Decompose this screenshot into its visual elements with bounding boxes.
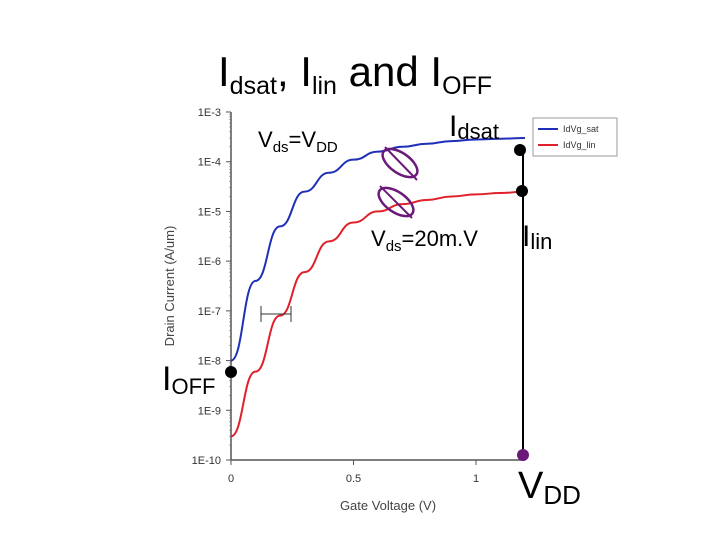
ellipse-lin-marker xyxy=(377,186,415,218)
idsat-label: Idsat xyxy=(449,110,499,144)
x-tick-label: 0.5 xyxy=(346,473,361,485)
ioff-label: IOFF xyxy=(162,360,215,399)
drain-current-chart: 1E-3 1E-4 1E-5 1E-6 1E-7 1E-8 1E-9 1E-10 0 0.5 1 Ga… xyxy=(162,107,618,513)
title-part: , I xyxy=(277,48,312,95)
ilin-label: Ilin xyxy=(522,220,552,254)
y-tick-label: 1E-10 xyxy=(192,455,221,467)
series-line-IdVg_lin xyxy=(230,190,526,438)
y-tick-label: 1E-8 xyxy=(198,356,221,368)
vds-vdd-label: Vds=VDD xyxy=(258,127,338,156)
legend-box xyxy=(532,117,618,157)
slide-title: Idsat, Ilin and IOFF xyxy=(218,48,492,100)
ellipse-sat-stroke xyxy=(384,146,418,181)
title-part: and I xyxy=(337,48,442,95)
ellipse-lin-stroke xyxy=(379,185,413,219)
x-axis-label: Gate Voltage (V) xyxy=(340,498,436,513)
vdd-label: VDD xyxy=(518,465,581,510)
y-tick-label: 1E-4 xyxy=(198,157,221,169)
idsat-dot xyxy=(514,144,526,156)
series-line-IdVg_sat xyxy=(230,136,526,362)
ioff-dot xyxy=(225,366,237,378)
y-tick-label: 1E-3 xyxy=(198,107,221,119)
legend-entry: IdVg_sat xyxy=(563,124,599,134)
y-tick-label: 1E-6 xyxy=(198,256,221,268)
title-part-sub: OFF xyxy=(442,72,492,100)
y-axis-label: Drain Current (A/um) xyxy=(162,226,177,347)
title-part-sub: dsat xyxy=(230,72,277,100)
vdd-dot xyxy=(517,449,529,461)
legend-entry: IdVg_lin xyxy=(563,140,596,150)
y-tick-label: 1E-7 xyxy=(198,306,221,318)
y-tick-label: 1E-5 xyxy=(198,206,221,218)
title-part: I xyxy=(218,48,230,95)
title-part-sub: lin xyxy=(312,72,337,100)
vds-20mv-label: Vds=20m.V xyxy=(371,226,478,255)
x-tick-label: 0 xyxy=(228,473,234,485)
ellipse-sat-marker xyxy=(381,147,419,179)
y-tick-label: 1E-9 xyxy=(198,405,221,417)
annotation-markers xyxy=(225,144,529,461)
x-tick-label: 1 xyxy=(473,473,479,485)
ilin-dot xyxy=(516,185,528,197)
